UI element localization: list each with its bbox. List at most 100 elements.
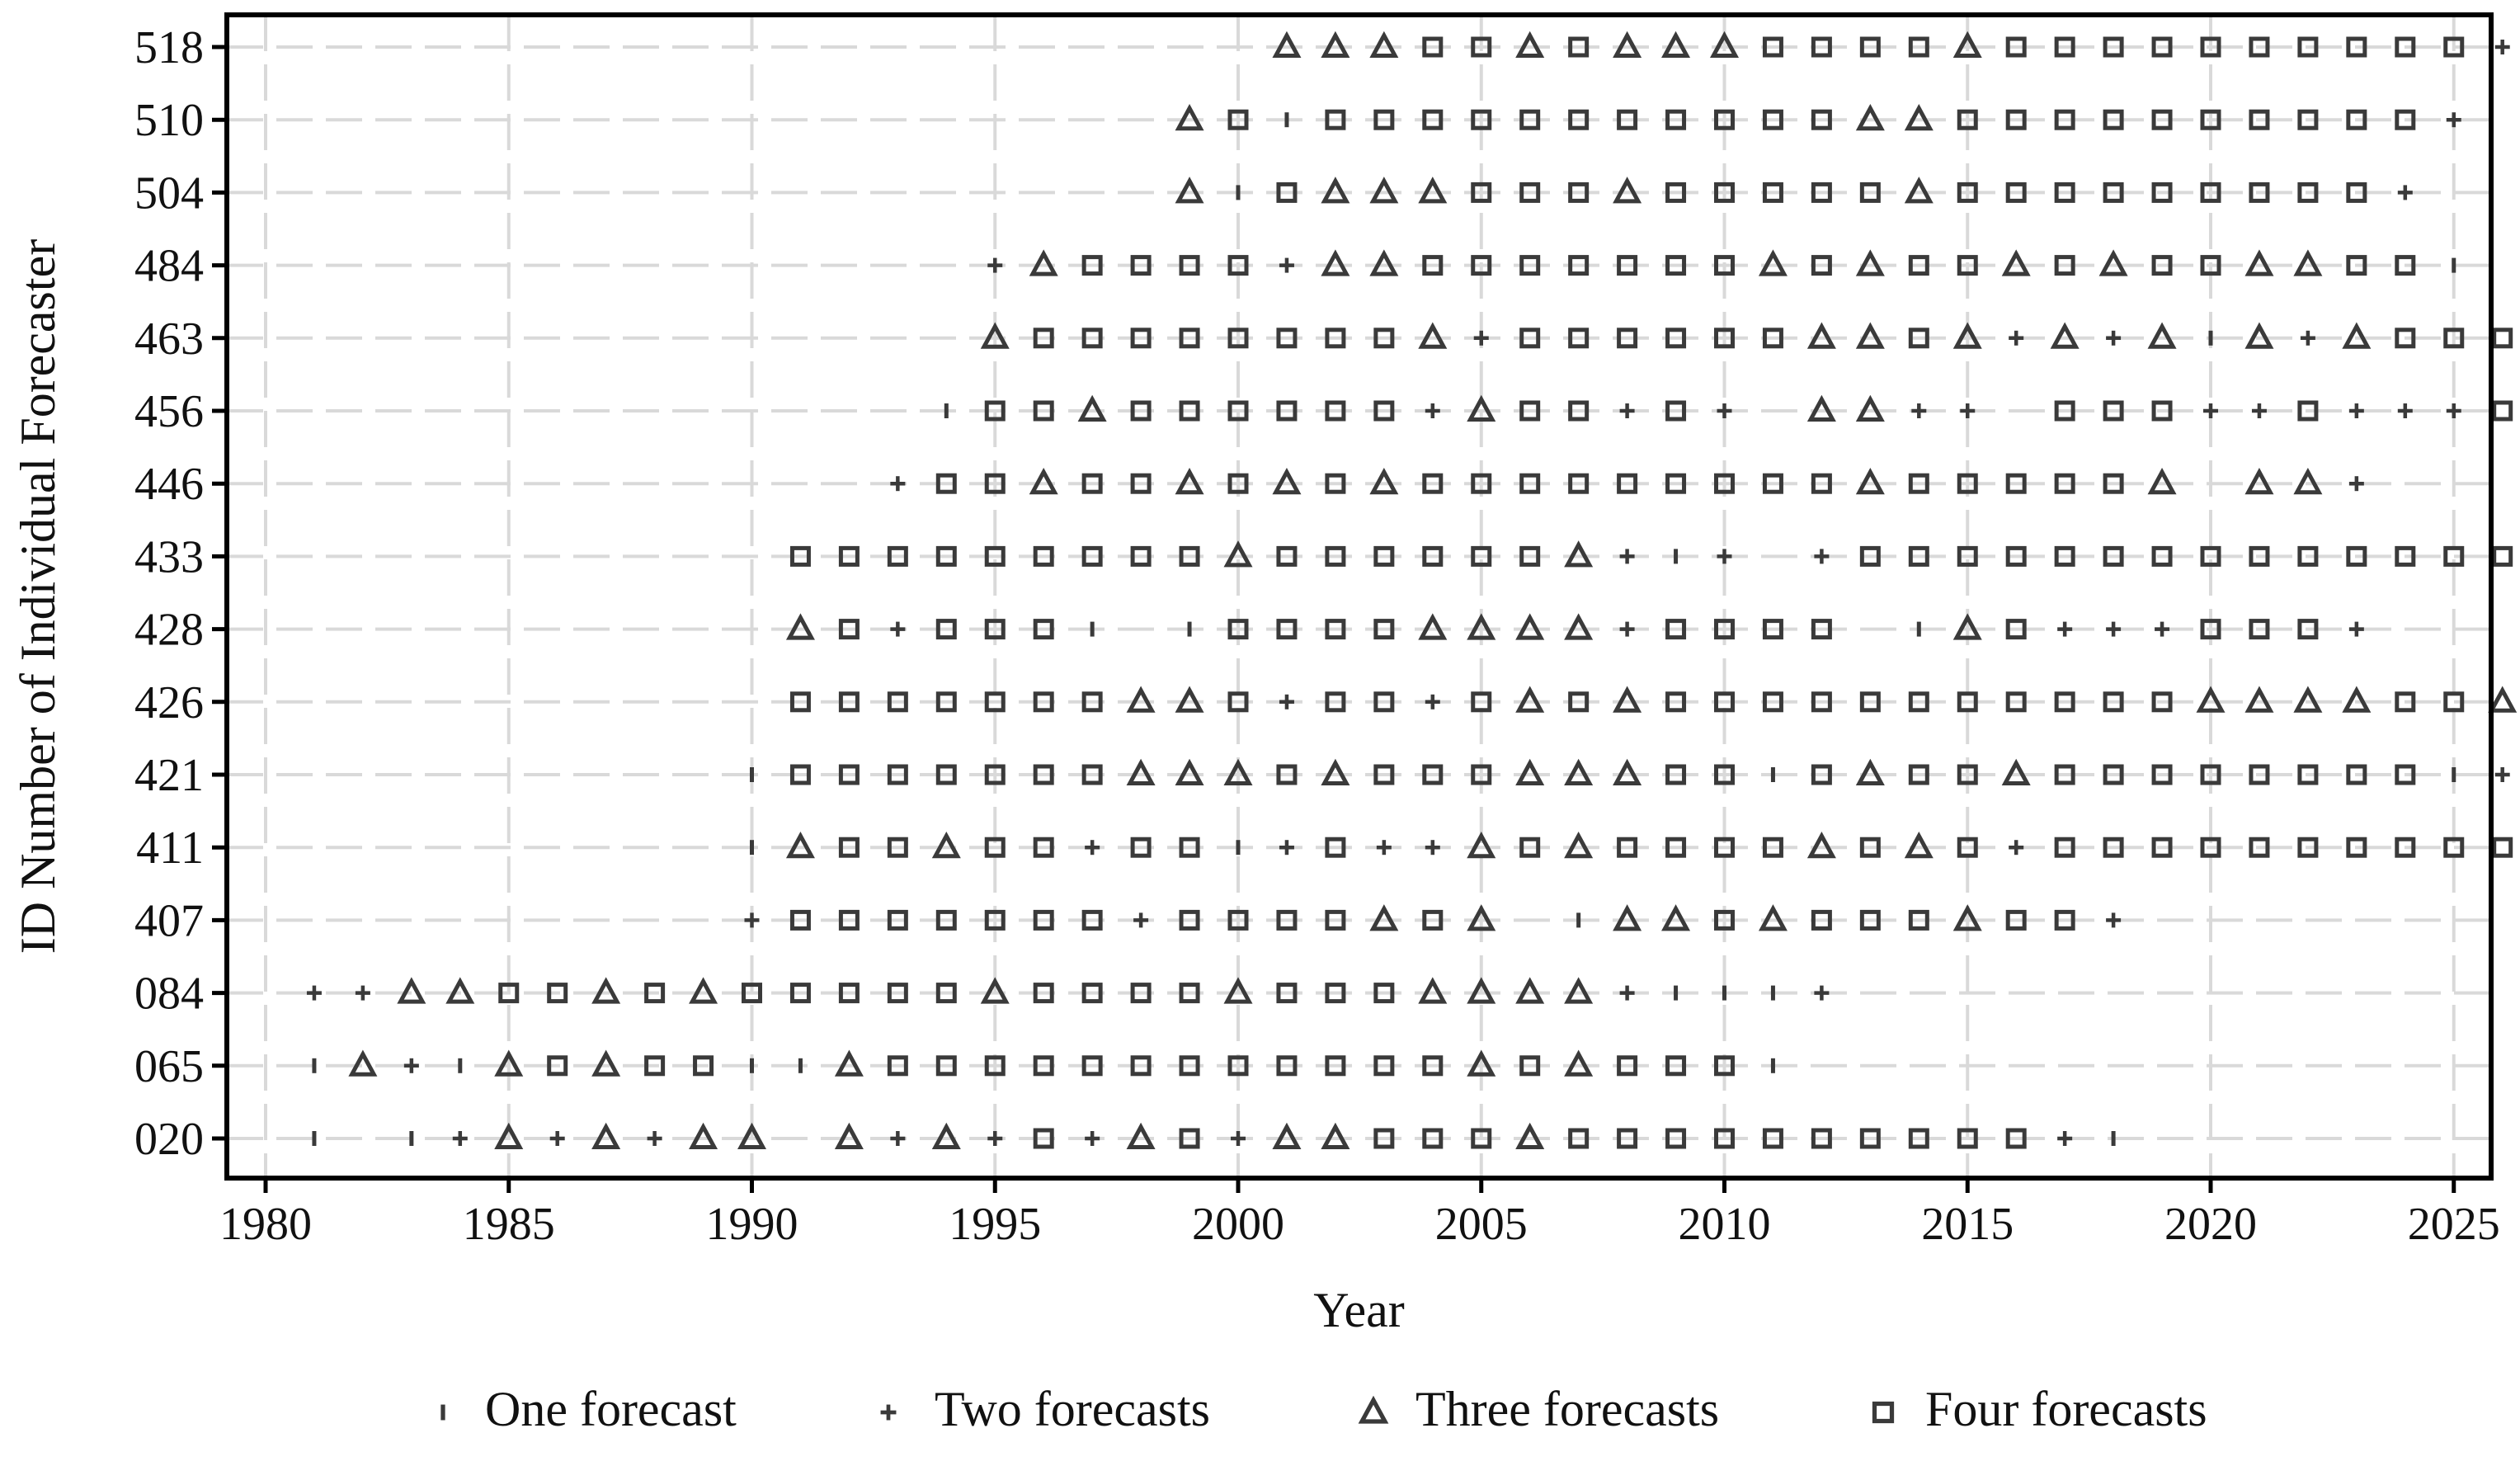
marker-three-forecast — [1223, 758, 1253, 785]
marker-two-forecast — [2397, 403, 2413, 418]
legend: One forecast Two forecasts Three forecasts… — [440, 1382, 2207, 1436]
marker-four-forecast — [2346, 764, 2367, 785]
y-tick-label: 504 — [134, 167, 204, 219]
marker-four-forecast — [1422, 473, 1444, 494]
marker-four-forecast — [2346, 837, 2367, 858]
marker-three-forecast — [1613, 177, 1642, 204]
marker-four-forecast — [1568, 473, 1590, 494]
marker-three-forecast — [1564, 1049, 1594, 1077]
marker-four-forecast — [887, 909, 908, 931]
marker-four-forecast — [2005, 36, 2027, 58]
marker-four-forecast — [2005, 619, 2027, 640]
marker-three-forecast — [980, 322, 1010, 349]
marker-four-forecast — [498, 983, 520, 1004]
marker-four-forecast — [2395, 255, 2416, 276]
y-axis: 518 510 504 484 463 456 446 433 428 426 421 411 407 0… — [134, 22, 227, 1165]
marker-four-forecast — [1665, 1128, 1687, 1149]
marker-four-forecast — [935, 545, 957, 567]
marker-two-forecast — [2348, 403, 2364, 418]
marker-four-forecast — [1179, 255, 1200, 276]
marker-four-forecast — [1033, 983, 1054, 1004]
marker-two-forecast — [1279, 694, 1294, 709]
marker-four-forecast — [2200, 181, 2221, 203]
x-tick-label: 1980 — [219, 1199, 312, 1250]
marker-four-forecast — [547, 983, 568, 1004]
marker-four-forecast — [1811, 691, 1832, 713]
marker-two-forecast — [2300, 330, 2315, 346]
marker-four-forecast — [1325, 691, 1346, 713]
marker-four-forecast — [1714, 181, 1735, 203]
marker-three-forecast — [1467, 977, 1496, 1004]
marker-four-forecast — [2151, 691, 2173, 713]
marker-two-forecast — [549, 1131, 565, 1146]
marker-four-forecast — [2200, 837, 2221, 858]
marker-four-forecast — [2346, 36, 2367, 58]
marker-four-forecast — [1908, 764, 1929, 785]
marker-four-forecast — [1714, 328, 1735, 349]
marker-three-forecast — [2488, 686, 2518, 713]
marker-three-forecast — [2342, 686, 2372, 713]
marker-four-forecast — [1033, 909, 1054, 931]
marker-four-forecast — [693, 1055, 714, 1077]
marker-two-forecast — [355, 985, 370, 1001]
marker-three-forecast — [1904, 831, 1934, 859]
marker-four-forecast — [2103, 764, 2124, 785]
marker-two-forecast — [987, 257, 1003, 273]
marker-four-forecast — [2249, 837, 2270, 858]
marker-four-forecast — [2005, 1128, 2027, 1149]
marker-three-forecast — [1855, 103, 1885, 131]
marker-four-forecast — [1957, 473, 1978, 494]
marker-four-forecast — [1714, 1055, 1735, 1077]
y-tick-label: 407 — [134, 895, 204, 946]
marker-four-forecast — [1276, 764, 1298, 785]
marker-four-forecast — [1908, 255, 1929, 276]
marker-four-forecast — [1276, 400, 1298, 422]
marker-four-forecast — [1714, 255, 1735, 276]
marker-two-forecast — [2057, 621, 2073, 637]
marker-four-forecast — [1373, 1128, 1395, 1149]
marker-four-forecast — [2395, 837, 2416, 858]
marker-four-forecast — [935, 983, 957, 1004]
marker-three-forecast — [1515, 613, 1545, 640]
marker-four-forecast — [1908, 909, 1929, 931]
marker-four-forecast — [1811, 181, 1832, 203]
x-tick-label: 2015 — [1921, 1199, 2014, 1250]
x-tick-label: 1990 — [706, 1199, 798, 1250]
marker-four-forecast — [1665, 400, 1687, 422]
marker-four-forecast — [2249, 36, 2270, 58]
marker-four-forecast — [1276, 619, 1298, 640]
marker-four-forecast — [1373, 545, 1395, 567]
marker-two-forecast — [452, 1131, 468, 1146]
marker-four-forecast — [1957, 109, 1978, 130]
marker-four-forecast — [2200, 764, 2221, 785]
marker-four-forecast — [1811, 255, 1832, 276]
marker-three-forecast — [1272, 1122, 1302, 1149]
marker-four-forecast — [1762, 473, 1783, 494]
marker-four-forecast — [1665, 764, 1687, 785]
marker-three-forecast — [785, 613, 815, 640]
marker-three-forecast — [1321, 1122, 1350, 1149]
marker-four-forecast — [1081, 255, 1103, 276]
marker-four-forecast — [1714, 837, 1735, 858]
marker-four-forecast — [1762, 619, 1783, 640]
marker-four-forecast — [1665, 181, 1687, 203]
marker-four-forecast — [935, 691, 957, 713]
marker-four-forecast — [1276, 983, 1298, 1004]
marker-four-forecast — [1422, 255, 1444, 276]
marker-two-forecast — [1085, 1131, 1100, 1146]
y-tick-label: 484 — [134, 241, 204, 292]
marker-four-forecast — [2200, 109, 2221, 130]
marker-four-forecast — [1081, 328, 1103, 349]
marker-three-forecast — [2050, 322, 2080, 349]
marker-four-forecast — [2054, 764, 2075, 785]
marker-four-forecast — [1665, 691, 1687, 713]
marker-three-forecast — [2342, 322, 2372, 349]
marker-four-forecast — [1276, 545, 1298, 567]
marker-four-forecast — [1373, 619, 1395, 640]
marker-four-forecast — [1081, 1055, 1103, 1077]
marker-four-forecast — [2249, 545, 2270, 567]
x-tick-label: 2025 — [2408, 1199, 2500, 1250]
marker-three-forecast — [1709, 31, 1740, 58]
marker-four-forecast — [1471, 181, 1492, 203]
y-tick-label: 084 — [134, 969, 204, 1020]
